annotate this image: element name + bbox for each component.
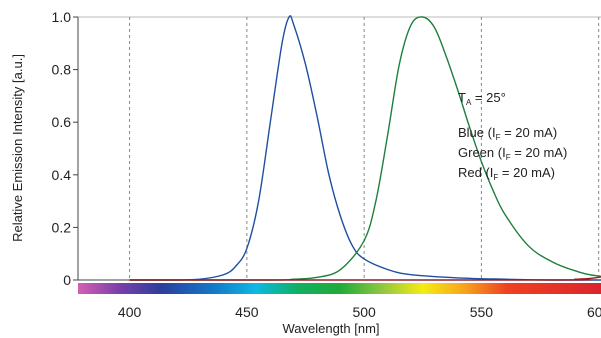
y-tick-label-4: 0.8 [52, 62, 72, 78]
spectrum-bar [78, 283, 601, 294]
annotation-temperature: TA = 25° [458, 90, 506, 107]
x-tick-label-450: 450 [235, 304, 259, 320]
x-axis-ticks: 400450500550600650700750 [118, 304, 601, 320]
vertical-grid [129, 17, 600, 280]
series-line-green [129, 16, 601, 281]
x-tick-label-500: 500 [352, 304, 376, 320]
series-line-red [129, 276, 601, 281]
y-tick-label-3: 0.6 [52, 114, 72, 130]
y-tick-label-0: 0 [63, 272, 71, 288]
annotation-red: Red (IF = 20 mA) [458, 165, 555, 182]
series-lines [129, 15, 601, 281]
x-tick-label-600: 600 [587, 304, 601, 320]
annotation-blue: Blue (IF = 20 mA) [458, 125, 557, 142]
annotation-green: Green (IF = 20 mA) [458, 145, 567, 162]
x-tick-label-400: 400 [118, 304, 142, 320]
y-tick-label-5: 1.0 [52, 9, 72, 25]
y-tick-label-1: 0.2 [52, 219, 72, 235]
x-axis-label: Wavelength [nm] [282, 321, 379, 336]
y-axis-label: Relative Emission Intensity [a.u.] [10, 54, 25, 242]
y-tick-label-2: 0.4 [52, 167, 72, 183]
y-axis-ticks: 0 0.2 0.4 0.6 0.8 1.0 [52, 9, 78, 288]
x-tick-label-550: 550 [470, 304, 494, 320]
